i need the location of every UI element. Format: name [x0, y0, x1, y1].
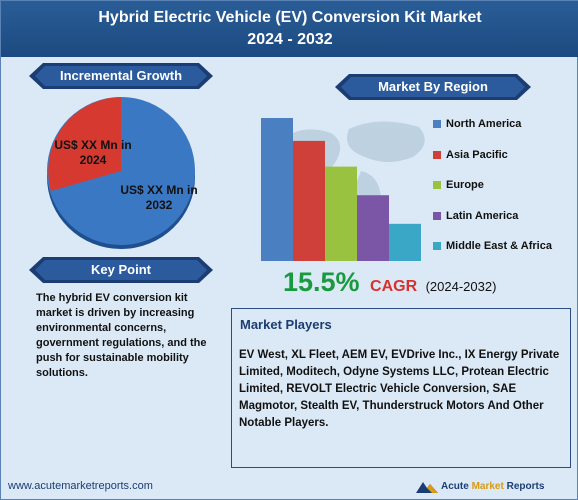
incremental-growth-ribbon: Incremental Growth [29, 63, 213, 89]
bar-middle-east-africa [389, 223, 421, 261]
bar-europe [325, 166, 357, 261]
header-banner: Hybrid Electric Vehicle (EV) Conversion … [1, 1, 578, 57]
legend-item: Middle East & Africa [433, 231, 552, 262]
cagr-label: CAGR [370, 278, 418, 295]
legend-swatch [433, 211, 441, 220]
brand-name: Acute Market Reports [441, 481, 544, 492]
legend-label: North America [446, 118, 522, 131]
market-players-box: Market Players EV West, XL Fleet, AEM EV… [231, 308, 571, 468]
market-by-region-label: Market By Region [378, 79, 488, 94]
legend-swatch [433, 181, 441, 190]
key-point-text: The hybrid EV conversion kit market is d… [36, 292, 207, 379]
page-subtitle-years: 2024 - 2032 [247, 31, 333, 48]
cagr-block: 15.5% CAGR (2024-2032) [283, 267, 496, 298]
region-legend: North America Asia Pacific Europe Latin Ame… [433, 109, 552, 262]
brand-name-market: Market [471, 480, 504, 492]
market-players-text: EV West, XL Fleet, AEM EV, EVDrive Inc.,… [239, 349, 560, 429]
pie-slice-2024 [48, 97, 121, 191]
legend-swatch [433, 150, 441, 159]
bar-north-america [261, 118, 293, 261]
footer-website-link[interactable]: www.acutemarketreports.com [8, 480, 153, 492]
pie-label-2032: US$ XX Mn in 2032 [120, 183, 198, 212]
footer-brand: Acute Market Reports [416, 479, 544, 493]
incremental-growth-label: Incremental Growth [59, 68, 183, 83]
legend-label: Europe [446, 179, 484, 192]
legend-swatch [433, 242, 441, 251]
brand-name-reports: Reports [506, 480, 545, 492]
incremental-growth-pie [47, 97, 195, 249]
cagr-years: (2024-2032) [425, 279, 497, 294]
legend-label: Middle East & Africa [446, 240, 552, 253]
key-point-label: Key Point [91, 262, 151, 277]
legend-item: Latin America [433, 201, 552, 232]
page-title: Hybrid Electric Vehicle (EV) Conversion … [98, 9, 482, 26]
region-bars [261, 118, 421, 261]
brand-name-acute: Acute [441, 480, 469, 492]
market-players-title: Market Players [240, 317, 332, 332]
legend-label: Asia Pacific [446, 148, 508, 161]
legend-swatch [433, 120, 441, 129]
region-bar-chart [261, 118, 425, 261]
legend-item: North America [433, 109, 552, 140]
market-by-region-ribbon: Market By Region [335, 74, 531, 100]
legend-item: Europe [433, 170, 552, 201]
key-point-ribbon: Key Point [29, 257, 213, 283]
cagr-value: 15.5% [283, 267, 360, 297]
pie-label-2024: US$ XX Mn in 2024 [54, 138, 132, 167]
legend-label: Latin America [446, 209, 519, 222]
bar-latin-america [357, 195, 389, 261]
bar-asia-pacific [293, 140, 325, 261]
brand-logo-icon [416, 482, 438, 493]
legend-item: Asia Pacific [433, 140, 552, 171]
